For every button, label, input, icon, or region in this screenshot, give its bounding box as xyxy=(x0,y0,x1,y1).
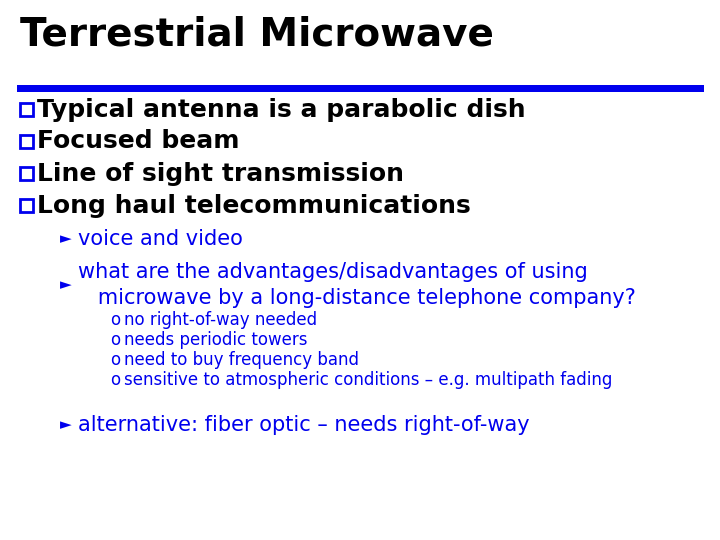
Bar xyxy=(20,199,33,212)
Text: voice and video: voice and video xyxy=(78,229,243,249)
Text: ►: ► xyxy=(60,232,72,246)
Text: o: o xyxy=(110,311,120,329)
Text: Typical antenna is a parabolic dish: Typical antenna is a parabolic dish xyxy=(37,98,526,122)
Text: sensitive to atmospheric conditions – e.g. multipath fading: sensitive to atmospheric conditions – e.… xyxy=(124,371,613,389)
Bar xyxy=(20,103,33,116)
Text: alternative: fiber optic – needs right-of-way: alternative: fiber optic – needs right-o… xyxy=(78,415,530,435)
Text: o: o xyxy=(110,331,120,349)
Bar xyxy=(20,135,33,148)
Text: Terrestrial Microwave: Terrestrial Microwave xyxy=(20,15,494,53)
Text: needs periodic towers: needs periodic towers xyxy=(124,331,307,349)
Bar xyxy=(20,167,33,180)
Text: Focused beam: Focused beam xyxy=(37,130,240,153)
Text: ►: ► xyxy=(60,417,72,433)
Text: no right-of-way needed: no right-of-way needed xyxy=(124,311,317,329)
Text: Line of sight transmission: Line of sight transmission xyxy=(37,161,404,186)
Text: o: o xyxy=(110,371,120,389)
Text: o: o xyxy=(110,351,120,369)
Text: Long haul telecommunications: Long haul telecommunications xyxy=(37,193,471,218)
Text: need to buy frequency band: need to buy frequency band xyxy=(124,351,359,369)
Text: what are the advantages/disadvantages of using
   microwave by a long-distance t: what are the advantages/disadvantages of… xyxy=(78,262,636,308)
Text: ►: ► xyxy=(60,278,72,293)
